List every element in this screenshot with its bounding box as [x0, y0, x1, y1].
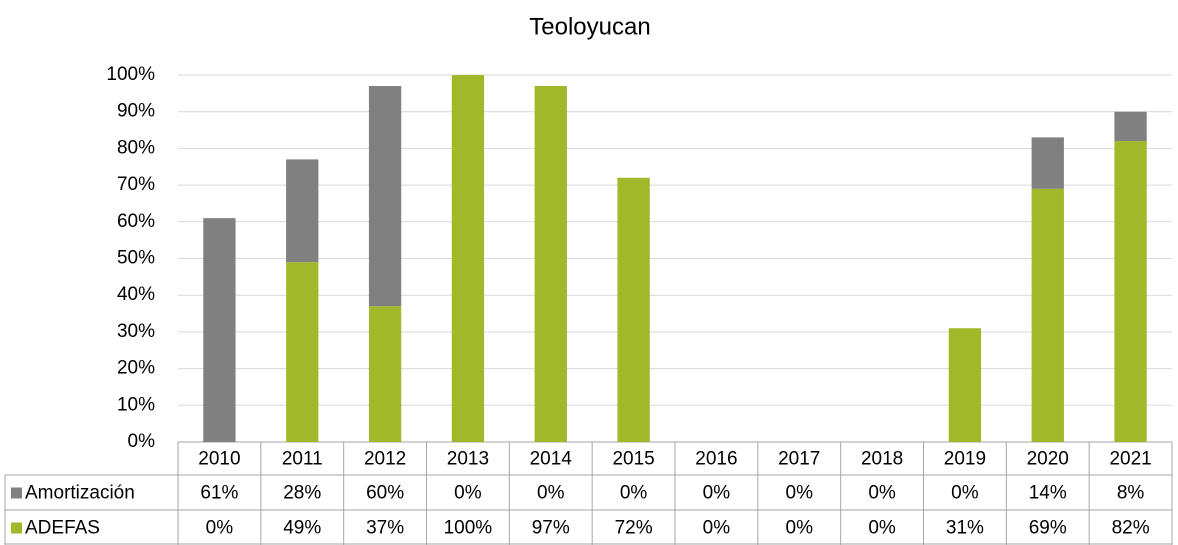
data-label: 14% — [1029, 483, 1067, 504]
data-label: 72% — [615, 518, 653, 539]
legend-swatch — [11, 487, 22, 499]
y-tick-label: 70% — [117, 174, 155, 195]
data-label: 0% — [951, 483, 979, 504]
y-tick-label: 10% — [117, 394, 155, 415]
x-tick-label: 2010 — [198, 449, 240, 470]
x-tick-label: 2011 — [282, 449, 323, 470]
data-label: 49% — [283, 518, 321, 539]
data-label: 0% — [786, 483, 814, 504]
data-label: 37% — [366, 518, 404, 539]
bar — [368, 306, 402, 442]
bar — [1114, 111, 1147, 142]
x-tick-label: 2021 — [1109, 449, 1151, 470]
data-label: 0% — [206, 518, 234, 539]
x-tick-label: 2020 — [1027, 449, 1069, 470]
y-tick-label: 100% — [106, 64, 155, 85]
y-tick-label: 0% — [128, 431, 156, 452]
data-label: 82% — [1112, 518, 1150, 539]
y-tick-label: 80% — [117, 137, 155, 158]
y-tick-label: 60% — [117, 211, 155, 232]
data-label: 100% — [444, 518, 493, 539]
bar — [1114, 141, 1147, 442]
legend-label: Amortización — [25, 483, 135, 504]
bar — [617, 177, 650, 442]
bar — [286, 262, 319, 442]
data-label: 0% — [868, 483, 896, 504]
bar — [203, 218, 236, 442]
y-tick-label: 50% — [117, 248, 155, 269]
data-label: 97% — [532, 518, 570, 539]
chart-title: Teoloyucan — [529, 13, 650, 40]
data-label: 0% — [537, 483, 565, 504]
bar — [451, 75, 485, 442]
x-tick-label: 2017 — [778, 449, 820, 470]
data-label: 28% — [283, 483, 321, 504]
bar — [1031, 188, 1064, 442]
legend-label: ADEFAS — [25, 518, 100, 539]
x-tick-label: 2019 — [944, 449, 986, 470]
y-tick-label: 20% — [117, 358, 155, 379]
x-tick-label: 2014 — [530, 449, 573, 470]
bar — [368, 86, 402, 307]
data-label: 69% — [1029, 518, 1067, 539]
x-tick-label: 2015 — [612, 449, 654, 470]
y-tick-label: 30% — [117, 321, 155, 342]
bar — [1031, 137, 1064, 189]
x-tick-label: 2013 — [447, 449, 489, 470]
x-tick-label: 2012 — [364, 449, 406, 470]
legend-swatch — [11, 522, 22, 534]
x-tick-label: 2016 — [695, 449, 737, 470]
data-label: 31% — [946, 518, 984, 539]
bar — [948, 328, 982, 442]
data-label: 0% — [703, 483, 731, 504]
data-label: 60% — [366, 483, 404, 504]
data-label: 0% — [868, 518, 896, 539]
data-label: 0% — [620, 483, 648, 504]
data-label: 0% — [454, 483, 482, 504]
data-label: 0% — [786, 518, 814, 539]
y-tick-label: 40% — [117, 284, 155, 305]
x-tick-label: 2018 — [861, 449, 903, 470]
data-label: 0% — [703, 518, 731, 539]
bar — [534, 86, 567, 442]
data-label: 8% — [1117, 483, 1145, 504]
y-tick-label: 90% — [117, 101, 155, 122]
bar — [286, 159, 319, 263]
data-label: 61% — [200, 483, 238, 504]
